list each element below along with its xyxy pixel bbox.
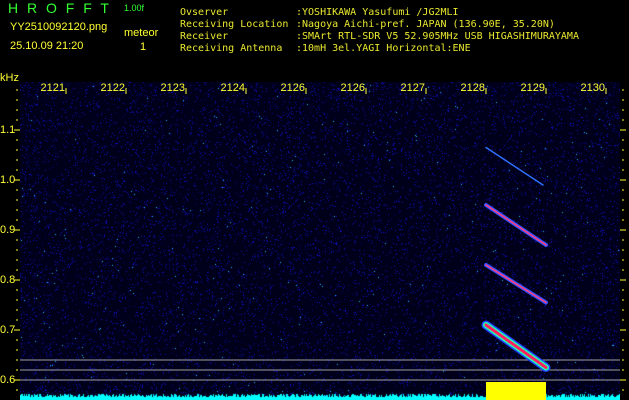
y-tick-label: 1.0	[0, 174, 16, 186]
info-value: :Nagoya Aichi-pref. JAPAN (136.90E, 35.2…	[296, 19, 555, 30]
meteor-echo	[485, 204, 547, 246]
info-value: :SMArt RTL-SDR V5 52.905MHz USB HIGASHIM…	[296, 31, 579, 42]
x-tick-label: 2126	[280, 82, 305, 94]
info-label: Receiver	[180, 31, 229, 42]
info-label: Ovserver	[180, 7, 229, 18]
x-tick-label: 2126	[340, 82, 365, 94]
file-name: YY2510092120.png	[10, 21, 108, 33]
x-tick-label: 2122	[100, 82, 125, 94]
x-tick-label: 2130	[580, 82, 605, 94]
x-tick-label: 2129	[520, 82, 545, 94]
x-tick-label: 2128	[460, 82, 485, 94]
info-value: :YOSHIKAWA Yasufumi /JG2MLI	[296, 7, 459, 18]
meteor-echo	[484, 323, 548, 369]
app-title: H R O F F T	[8, 0, 112, 16]
meteor-count: 1	[140, 41, 147, 53]
y-tick-label: 0.9	[0, 224, 16, 236]
x-tick-label: 2124	[220, 82, 245, 94]
x-tick-label: 2121	[40, 82, 65, 94]
info-value: :10mH 3el.YAGI Horizontal:ENE	[296, 43, 471, 54]
info-label: Receiving Antenna	[180, 43, 283, 54]
detection-bar	[486, 382, 546, 400]
y-tick-label: 0.8	[0, 274, 16, 286]
meteor-echo	[485, 264, 547, 304]
y-tick-label: 0.6	[0, 374, 16, 386]
file-datetime: 25.10.09 21:20	[10, 40, 84, 52]
y-tick-label: 1.1	[0, 124, 16, 136]
meteor-echo	[485, 146, 544, 186]
meteor-label: meteor	[124, 27, 159, 39]
x-tick-label: 2127	[400, 82, 425, 94]
y-tick-label: 0.7	[0, 324, 16, 336]
y-axis-label: kHz	[0, 72, 19, 84]
x-tick-label: 2123	[160, 82, 185, 94]
app-version: 1.00f	[124, 3, 145, 13]
info-label: Receiving Location	[180, 19, 289, 30]
